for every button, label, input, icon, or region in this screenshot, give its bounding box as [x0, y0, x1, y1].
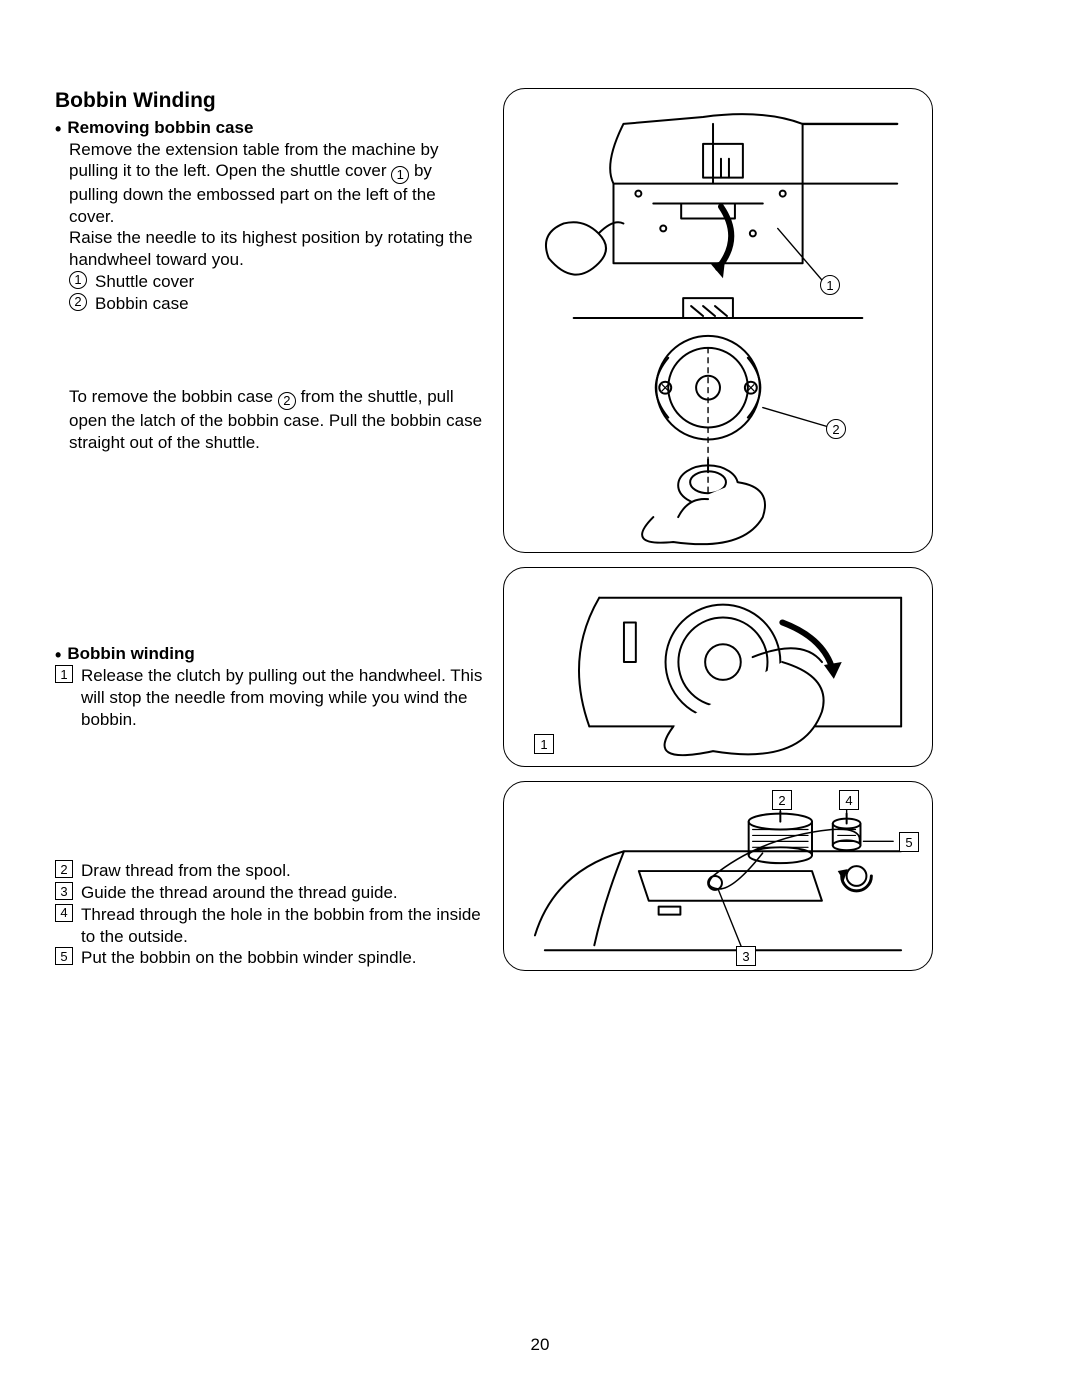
circle-1-icon: 1 — [69, 271, 87, 289]
step-3-text: Guide the thread around the thread guide… — [81, 882, 485, 904]
step-2: 2 Draw thread from the spool. — [55, 860, 485, 882]
section1-heading: Removing bobbin case — [67, 117, 253, 139]
section2-heading-row: • Bobbin winding — [55, 643, 485, 665]
step-3: 3 Guide the thread around the thread gui… — [55, 882, 485, 904]
fig3-callout-3: 3 — [736, 946, 756, 966]
ref-circle-1: 1 — [391, 166, 409, 184]
text-column: Bobbin Winding • Removing bobbin case Re… — [55, 88, 485, 971]
step-1-text: Release the clutch by pulling out the ha… — [81, 665, 485, 730]
figure-2: 1 — [503, 567, 933, 767]
ref-label-1: Shuttle cover — [95, 271, 485, 293]
page-layout: Bobbin Winding • Removing bobbin case Re… — [55, 88, 1025, 971]
bullet-icon: • — [55, 646, 61, 664]
bullet-icon: • — [55, 120, 61, 138]
fig3-callout-2: 2 — [772, 790, 792, 810]
square-4-icon: 4 — [55, 904, 73, 922]
fig2-callout-1: 1 — [534, 734, 554, 754]
square-2-icon: 2 — [55, 860, 73, 878]
figure-2-svg — [504, 568, 932, 766]
step-2-text: Draw thread from the spool. — [81, 860, 485, 882]
fig3-callout-5: 5 — [899, 832, 919, 852]
fig3-callout-4: 4 — [839, 790, 859, 810]
square-5-icon: 5 — [55, 947, 73, 965]
section1-paragraph2: Raise the needle to its highest position… — [69, 227, 485, 271]
step-5-text: Put the bobbin on the bobbin winder spin… — [81, 947, 485, 969]
section2-heading: Bobbin winding — [67, 643, 194, 665]
step-5: 5 Put the bobbin on the bobbin winder sp… — [55, 947, 485, 969]
ref-item-1: 1 Shuttle cover — [55, 271, 485, 293]
ref-circle-2: 2 — [278, 392, 296, 410]
figure-column: 1 2 — [503, 88, 933, 971]
page-title: Bobbin Winding — [55, 88, 485, 115]
section1-paragraph3: To remove the bobbin case 2 from the shu… — [69, 386, 485, 453]
figure-1-svg — [504, 89, 932, 552]
step-4: 4 Thread through the hole in the bobbin … — [55, 904, 485, 948]
square-3-icon: 3 — [55, 882, 73, 900]
figure-3: 2 4 5 3 — [503, 781, 933, 971]
p1a: Remove the extension table from the mach… — [69, 140, 438, 181]
fig1-callout-2: 2 — [826, 419, 846, 439]
page-number: 20 — [0, 1335, 1080, 1355]
ref-item-2: 2 Bobbin case — [55, 293, 485, 315]
step-1: 1 Release the clutch by pulling out the … — [55, 665, 485, 730]
ref-label-2: Bobbin case — [95, 293, 485, 315]
circle-2-icon: 2 — [69, 293, 87, 311]
fig1-callout-1: 1 — [820, 275, 840, 295]
figure-3-svg — [504, 782, 932, 970]
square-1-icon: 1 — [55, 665, 73, 683]
section1-paragraph1: Remove the extension table from the mach… — [69, 139, 485, 228]
figure-1: 1 2 — [503, 88, 933, 553]
step-4-text: Thread through the hole in the bobbin fr… — [81, 904, 485, 948]
section1-heading-row: • Removing bobbin case — [55, 117, 485, 139]
p3a: To remove the bobbin case — [69, 387, 278, 406]
